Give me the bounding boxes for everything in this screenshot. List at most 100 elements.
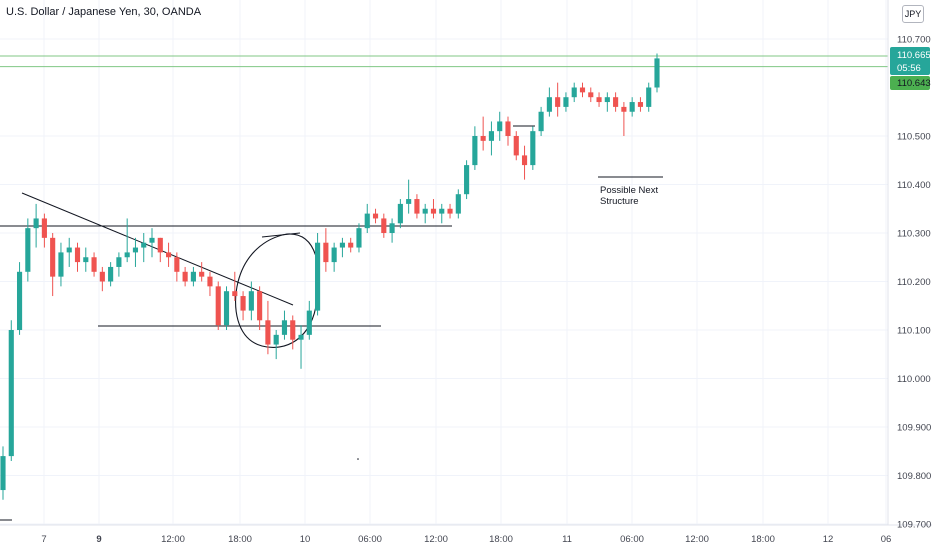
candle-body: [613, 97, 619, 107]
annotation-line-1: Possible Next: [600, 185, 659, 196]
candle-body: [124, 252, 130, 258]
price-tick-label: 110.500: [897, 132, 931, 143]
candle-body: [604, 97, 610, 103]
candle: [99, 266, 105, 292]
candle: [497, 111, 503, 141]
candle: [223, 286, 230, 330]
time-tick-label: 06:00: [358, 534, 382, 545]
candle-body: [207, 276, 213, 287]
time-tick-label: 9: [96, 534, 101, 545]
candle: [348, 237, 354, 253]
candle-body: [331, 247, 337, 263]
candle-body: [397, 203, 403, 224]
candle: [108, 262, 114, 287]
candle-body: [174, 257, 180, 272]
time-tick-label: 06:00: [620, 534, 644, 545]
candle-body: [654, 58, 660, 88]
candle: [604, 92, 610, 112]
candle: [389, 218, 395, 243]
candle-body: [182, 271, 188, 282]
candle: [132, 237, 139, 267]
time-tick-label: 12: [823, 534, 834, 545]
candle: [472, 126, 478, 170]
chart-title: U.S. Dollar / Japanese Yen, 30, OANDA: [6, 6, 202, 18]
candle-body: [99, 271, 105, 282]
candle: [8, 320, 14, 461]
last-price-text: 110.665: [897, 50, 931, 61]
candle-body: [199, 271, 205, 277]
candle-body: [505, 121, 511, 136]
candle: [480, 116, 486, 151]
candle-body: [447, 208, 453, 214]
candle: [124, 218, 130, 263]
candle: [654, 53, 660, 93]
candle: [430, 199, 437, 219]
marked-price-text: 110.643: [897, 78, 931, 89]
time-tick-label: 18:00: [751, 534, 775, 545]
candle: [339, 237, 345, 258]
candle: [621, 102, 627, 136]
candle: [397, 199, 403, 229]
currency-badge[interactable]: JPY: [902, 5, 924, 23]
candle: [530, 126, 536, 170]
candle-body: [488, 131, 494, 141]
time-axis[interactable]: 7 9 12:00 18:00 10 06:00 12:00 18:00 11 06:00 12:0…: [41, 534, 891, 545]
candle-body: [83, 257, 89, 263]
candle-body: [629, 102, 635, 112]
candle-body: [41, 218, 47, 238]
candle: [265, 300, 271, 355]
candle: [50, 233, 56, 297]
price-axis[interactable]: 110.700 110.500 110.400 110.300 110.200 110.1…: [897, 35, 931, 531]
candle: [166, 242, 172, 267]
time-tick-label: 18:00: [228, 534, 252, 545]
candle: [406, 179, 412, 214]
candle: [41, 213, 47, 248]
candle-body: [74, 247, 81, 263]
candle: [546, 87, 552, 117]
candle: [381, 213, 387, 238]
candle-body: [530, 131, 536, 166]
candle: [116, 252, 122, 277]
candle-body: [323, 242, 329, 263]
candle: [141, 233, 147, 263]
candle: [58, 242, 64, 287]
candle-body: [381, 218, 387, 233]
candle-body: [579, 87, 586, 93]
candle-body: [290, 320, 296, 340]
price-tick-label: 109.800: [897, 471, 931, 482]
time-tick-label: 12:00: [424, 534, 448, 545]
candle: [281, 310, 288, 340]
candle-body: [91, 257, 97, 272]
candle: [215, 281, 221, 330]
candle-body: [240, 296, 246, 311]
candle: [637, 97, 644, 112]
candle: [257, 286, 263, 330]
time-tick-label: 12:00: [161, 534, 185, 545]
candle: [83, 247, 89, 272]
candle-body: [66, 247, 72, 253]
candle-body: [157, 237, 163, 253]
candle: [315, 233, 321, 316]
candle-body: [33, 218, 39, 229]
candle-body: [108, 266, 114, 282]
candle: [298, 325, 304, 369]
candle-body: [422, 208, 428, 214]
chart-grid: [0, 0, 888, 525]
structure-annotation: Possible Next Structure: [600, 185, 658, 207]
candle-body: [439, 208, 445, 214]
candle-body: [223, 291, 230, 326]
candle-body: [190, 271, 196, 282]
time-tick-label: 11: [562, 534, 572, 545]
candle-body: [563, 97, 569, 107]
candle: [646, 82, 652, 112]
candle: [613, 92, 619, 112]
candle-body: [513, 136, 519, 156]
candle: [464, 160, 470, 200]
candle-body: [25, 228, 31, 272]
candle: [579, 82, 586, 98]
candle-body: [464, 165, 470, 195]
candle: [174, 252, 180, 282]
candle-body: [149, 237, 155, 243]
candle-body: [414, 199, 420, 214]
